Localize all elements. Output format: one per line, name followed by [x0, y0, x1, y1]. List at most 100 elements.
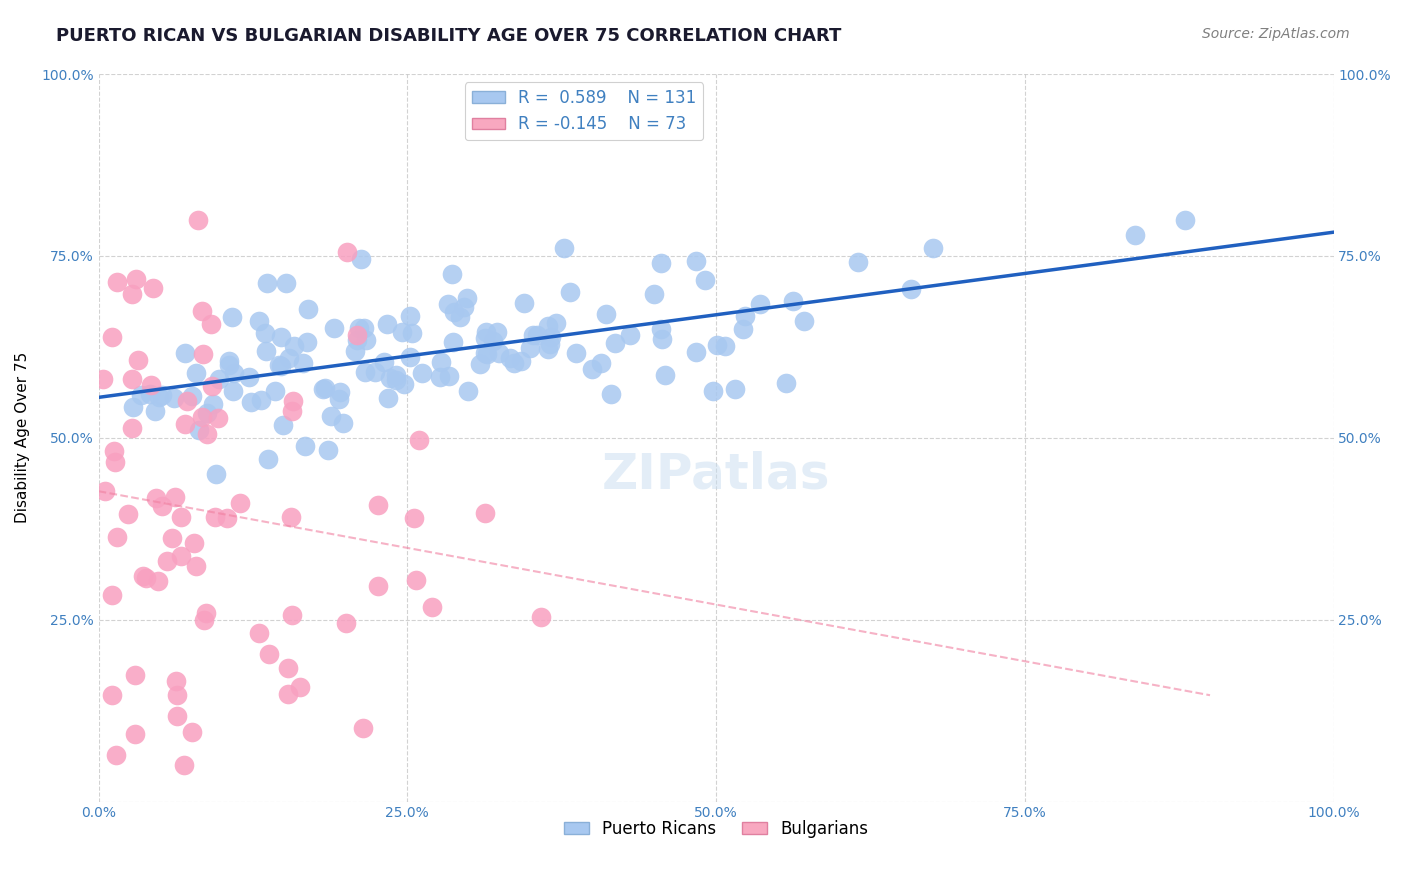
Point	[394, 376, 416, 391]
Point	[184, 559, 207, 574]
Point	[297, 301, 319, 316]
Point	[405, 573, 427, 587]
Point	[595, 307, 617, 321]
Point	[375, 318, 398, 332]
Point	[693, 273, 716, 287]
Point	[685, 254, 707, 268]
Point	[347, 321, 370, 335]
Point	[581, 362, 603, 376]
Point	[155, 554, 177, 568]
Point	[191, 410, 214, 425]
Point	[537, 342, 560, 356]
Point	[443, 304, 465, 318]
Point	[150, 388, 173, 402]
Point	[218, 358, 240, 372]
Point	[457, 384, 479, 398]
Point	[105, 530, 128, 544]
Point	[502, 355, 524, 369]
Point	[474, 331, 496, 345]
Point	[195, 406, 218, 420]
Point	[249, 314, 271, 328]
Text: ZIPatlas: ZIPatlas	[602, 450, 831, 498]
Point	[165, 674, 187, 689]
Point	[314, 381, 336, 395]
Point	[537, 319, 560, 334]
Point	[193, 613, 215, 627]
Point	[103, 444, 125, 458]
Point	[603, 335, 626, 350]
Point	[399, 350, 422, 364]
Point	[204, 467, 226, 482]
Point	[127, 353, 149, 368]
Point	[846, 255, 869, 269]
Point	[267, 359, 290, 373]
Point	[343, 344, 366, 359]
Point	[352, 722, 374, 736]
Point	[292, 356, 315, 370]
Point	[204, 510, 226, 524]
Point	[281, 607, 304, 622]
Point	[207, 411, 229, 425]
Point	[173, 758, 195, 772]
Point	[277, 351, 299, 365]
Point	[1174, 212, 1197, 227]
Point	[437, 297, 460, 311]
Point	[142, 281, 165, 295]
Point	[170, 549, 193, 563]
Point	[329, 385, 352, 400]
Point	[257, 452, 280, 467]
Point	[385, 368, 408, 382]
Point	[173, 417, 195, 432]
Point	[143, 404, 166, 418]
Legend: Puerto Ricans, Bulgarians: Puerto Ricans, Bulgarians	[558, 813, 875, 844]
Point	[441, 267, 464, 281]
Point	[191, 347, 214, 361]
Point	[229, 496, 252, 510]
Point	[217, 510, 239, 524]
Point	[322, 321, 344, 335]
Point	[378, 370, 401, 384]
Point	[101, 688, 124, 702]
Point	[191, 304, 214, 318]
Point	[468, 357, 491, 371]
Point	[163, 391, 186, 405]
Point	[363, 365, 385, 379]
Point	[564, 345, 586, 359]
Point	[456, 291, 478, 305]
Point	[328, 392, 350, 406]
Point	[170, 509, 193, 524]
Point	[354, 333, 377, 347]
Point	[526, 327, 548, 342]
Point	[385, 373, 408, 387]
Point	[411, 366, 433, 380]
Point	[138, 386, 160, 401]
Point	[135, 571, 157, 585]
Point	[121, 421, 143, 435]
Text: Source: ZipAtlas.com: Source: ZipAtlas.com	[1202, 27, 1350, 41]
Point	[922, 241, 945, 255]
Point	[283, 339, 305, 353]
Point	[685, 345, 707, 359]
Point	[250, 392, 273, 407]
Point	[724, 382, 747, 396]
Point	[148, 391, 170, 405]
Point	[139, 378, 162, 392]
Point	[373, 355, 395, 369]
Point	[900, 283, 922, 297]
Point	[477, 347, 499, 361]
Point	[643, 286, 665, 301]
Point	[91, 372, 114, 386]
Text: PUERTO RICAN VS BULGARIAN DISABILITY AGE OVER 75 CORRELATION CHART: PUERTO RICAN VS BULGARIAN DISABILITY AGE…	[56, 27, 842, 45]
Point	[600, 387, 623, 401]
Point	[731, 322, 754, 336]
Point	[475, 325, 498, 339]
Point	[187, 423, 209, 437]
Point	[488, 346, 510, 360]
Point	[553, 241, 575, 255]
Point	[513, 296, 536, 310]
Point	[782, 294, 804, 309]
Point	[288, 680, 311, 694]
Point	[499, 351, 522, 366]
Point	[222, 384, 245, 398]
Point	[281, 394, 304, 409]
